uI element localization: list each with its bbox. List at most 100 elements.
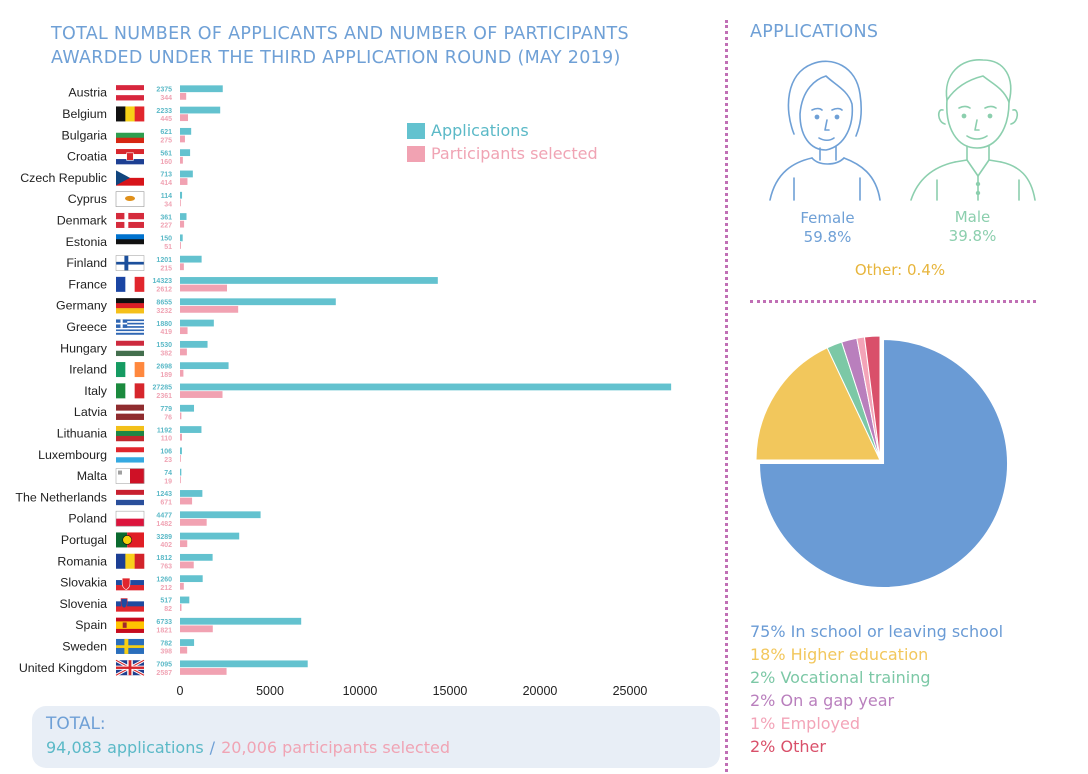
pie-slice-in-school-or-leaving-school: [759, 339, 1009, 589]
female-stat: Female 59.8%: [780, 209, 875, 247]
participants-value: 1482: [156, 521, 172, 528]
country-label: Slovenia: [59, 597, 107, 611]
applications-bar: [180, 490, 203, 497]
participants-bar: [180, 540, 188, 548]
country-label: Denmark: [57, 213, 108, 227]
spain-flag-icon: [116, 617, 144, 633]
applications-bar: [180, 255, 202, 263]
latvia-flag-icon: [116, 404, 144, 420]
participants-bar: [180, 242, 181, 249]
bar-row: France 14323 2612: [68, 276, 438, 294]
applications-value: 2233: [156, 108, 172, 115]
applications-bar: [180, 340, 208, 348]
applications-bar: [180, 596, 190, 604]
applications-value: 14323: [153, 278, 173, 285]
country-label: Czech Republic: [20, 171, 107, 185]
bar-row: Croatia 561 160: [67, 149, 191, 166]
female-person-icon: [769, 60, 881, 201]
participants-bar: [180, 263, 184, 271]
total-label: TOTAL:: [46, 714, 106, 734]
country-label: Latvia: [74, 405, 107, 419]
participants-bar: [180, 156, 183, 164]
participants-value: 445: [160, 116, 172, 123]
participants-bar: [180, 668, 227, 675]
applications-bar: [180, 213, 187, 220]
ireland-flag-icon: [116, 362, 145, 378]
netherlands-flag-icon: [116, 489, 144, 506]
applications-bar: [180, 639, 195, 646]
participants-bar: [180, 433, 182, 441]
pie-legend-item: 1% Employed: [750, 714, 861, 733]
participants-bar: [180, 625, 213, 633]
country-label: Austria: [68, 86, 107, 100]
participants-value: 189: [160, 372, 172, 379]
bar-row: Poland 4477 1482: [68, 510, 261, 528]
participants-value: 398: [160, 649, 172, 656]
applications-bar: [180, 553, 213, 561]
applications-value: 361: [160, 214, 172, 221]
applications-value: 8655: [156, 299, 172, 306]
applications-bar: [180, 234, 183, 242]
country-label: United Kingdom: [19, 661, 107, 675]
participants-bar: [180, 582, 184, 590]
applications-bar: [180, 170, 193, 178]
participants-value: 82: [164, 606, 172, 613]
applications-value: 1812: [156, 555, 172, 562]
total-applications: 94,083 applications: [46, 738, 204, 757]
bar-row: Germany 8655 3232: [56, 298, 336, 315]
legend-swatch-applications: [407, 122, 425, 139]
country-label: Lithuania: [57, 426, 107, 440]
bar-row: Austria 2375 344: [68, 85, 223, 102]
portugal-flag-icon: [116, 532, 144, 548]
participants-bar: [180, 114, 189, 122]
france-flag-icon: [116, 276, 145, 292]
bar-row: Slovakia 1260 212: [60, 575, 203, 592]
applications-value: 27285: [153, 385, 173, 392]
applications-bar: [180, 85, 223, 93]
applications-value: 74: [164, 470, 172, 477]
luxembourg-flag-icon: [116, 447, 144, 463]
participants-bar: [180, 604, 182, 611]
italy-flag-icon: [116, 383, 145, 399]
applications-bar: [180, 319, 214, 327]
country-label: France: [68, 277, 107, 291]
male-value: 39.8%: [948, 227, 997, 245]
participants-value: 275: [160, 137, 172, 144]
applications-bar: [180, 447, 182, 455]
chart-title: TOTAL NUMBER OF APPLICANTS AND NUMBER OF…: [51, 22, 691, 70]
participants-bar: [180, 391, 223, 398]
participants-value: 34: [164, 201, 172, 208]
hungary-flag-icon: [116, 340, 144, 357]
participants-bar: [180, 561, 194, 569]
applications-value: 2375: [156, 86, 172, 93]
other-stat: Other: 0.4%: [854, 261, 946, 279]
country-label: Greece: [66, 320, 107, 334]
austria-flag-icon: [116, 85, 144, 101]
participants-bar: [180, 178, 188, 185]
country-label: Malta: [77, 469, 107, 483]
cyprus-flag-icon: [115, 191, 145, 207]
horizontal-divider: [750, 300, 1036, 303]
participants-bar: [180, 476, 181, 484]
lithuania-flag-icon: [116, 425, 144, 442]
bar-row: Lithuania 1192 110: [57, 425, 202, 443]
x-tick-label: 0: [177, 684, 184, 698]
x-tick-label: 25000: [613, 684, 648, 698]
applications-bar: [180, 149, 191, 157]
united-kingdom-flag-icon: [115, 658, 145, 677]
legend-label-participants: Participants selected: [431, 144, 598, 163]
applications-value: 621: [160, 129, 172, 136]
applications-value: 517: [160, 598, 172, 605]
participants-value: 344: [160, 95, 172, 102]
participants-bar: [180, 220, 185, 228]
